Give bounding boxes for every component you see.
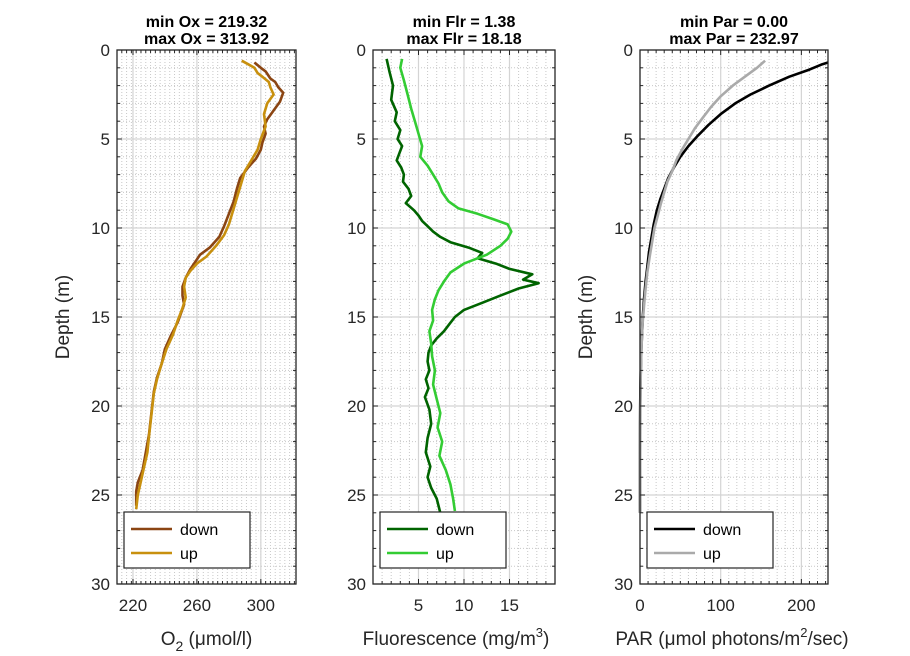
y-tick-label: 5 <box>101 130 110 149</box>
y-tick-label: 15 <box>91 308 110 327</box>
oxygen-panel: 0 5 10 15 20 25 30 220 260 300 min Ox = 219.32 ma… <box>53 14 297 654</box>
par-xlabel: PAR (μmol photons/m2/sec) <box>615 625 848 650</box>
fluorescence-xlabel-rest: ) <box>543 629 549 650</box>
legend-label-down: down <box>436 522 474 539</box>
y-tick-label: 25 <box>614 486 633 505</box>
legend-box <box>379 511 507 569</box>
fluorescence-series-up <box>398 58 513 512</box>
par-legend: down up <box>646 511 774 569</box>
fluorescence-title-min: min Flr = 1.38 <box>413 14 516 31</box>
y-tick-label: 15 <box>614 308 633 327</box>
y-tick-label: 5 <box>357 130 366 149</box>
y-tick-label: 0 <box>624 41 633 60</box>
x-tick-label: 100 <box>706 596 734 615</box>
par-xlabel-main: PAR (μmol photons/m <box>615 629 800 650</box>
legend-label-up: up <box>436 546 454 563</box>
y-tick-label: 10 <box>347 219 366 238</box>
oxygen-title-min: min Ox = 219.32 <box>146 14 268 31</box>
y-tick-label: 20 <box>91 397 110 416</box>
legend-label-down: down <box>180 522 218 539</box>
x-tick-label: 200 <box>787 596 815 615</box>
y-tick-label: 5 <box>624 130 633 149</box>
oxygen-series-up <box>134 59 275 510</box>
oxygen-legend: down up <box>123 511 251 569</box>
oxygen-ylabel: Depth (m) <box>53 275 74 359</box>
x-tick-label: 0 <box>635 596 644 615</box>
y-tick-label: 30 <box>614 575 633 594</box>
par-series-up <box>638 59 766 513</box>
legend-box <box>123 511 251 569</box>
fluorescence-xlabel-sup: 3 <box>536 625 543 640</box>
oxygen-grid <box>116 49 296 585</box>
oxygen-title-max: max Ox = 313.92 <box>144 31 269 48</box>
y-tick-label: 25 <box>347 486 366 505</box>
oxygen-xlabel-main: O <box>161 629 176 650</box>
y-tick-label: 30 <box>347 575 366 594</box>
y-tick-label: 20 <box>614 397 633 416</box>
legend-box <box>646 511 774 569</box>
y-tick-label: 10 <box>91 219 110 238</box>
x-tick-label: 5 <box>414 596 423 615</box>
fluorescence-xlabel-main: Fluorescence (mg/m <box>363 629 536 650</box>
x-tick-label: 260 <box>183 596 211 615</box>
x-tick-label: 300 <box>247 596 275 615</box>
par-xlabel-sup: 2 <box>800 625 807 640</box>
x-tick-label: 10 <box>455 596 474 615</box>
y-tick-label: 0 <box>101 41 110 60</box>
y-tick-label: 15 <box>347 308 366 327</box>
par-ylabel: Depth (m) <box>576 275 597 359</box>
fluorescence-title-max: max Flr = 18.18 <box>406 31 521 48</box>
oxygen-xlabel-rest: (μmol/l) <box>183 629 252 650</box>
par-xlabel-rest: /sec) <box>807 629 848 650</box>
legend-label-down: down <box>703 522 741 539</box>
y-tick-label: 20 <box>347 397 366 416</box>
fluorescence-panel: 0 5 10 15 20 25 30 5 10 15 min Flr = 1.38 max Flr… <box>347 14 556 650</box>
oxygen-series <box>134 59 285 510</box>
y-tick-label: 10 <box>614 219 633 238</box>
oxygen-ticks: 0 5 10 15 20 25 30 220 260 300 <box>91 41 296 615</box>
fluorescence-series-down <box>385 58 540 514</box>
fluorescence-series <box>385 58 540 514</box>
fluorescence-legend: down up <box>379 511 507 569</box>
par-title-min: min Par = 0.00 <box>680 14 788 31</box>
oxygen-xlabel-sub: 2 <box>175 638 183 654</box>
x-tick-label: 15 <box>500 596 519 615</box>
x-tick-label: 220 <box>119 596 147 615</box>
y-tick-label: 30 <box>91 575 110 594</box>
oxygen-xlabel: O2 (μmol/l) <box>161 629 253 654</box>
legend-label-up: up <box>703 546 721 563</box>
fluorescence-xlabel: Fluorescence (mg/m3) <box>363 625 550 650</box>
fluorescence-ticks: 0 5 10 15 20 25 30 5 10 15 <box>347 41 555 615</box>
y-tick-label: 0 <box>357 41 366 60</box>
legend-label-up: up <box>180 546 198 563</box>
y-tick-label: 25 <box>91 486 110 505</box>
par-title-max: max Par = 232.97 <box>669 31 799 48</box>
